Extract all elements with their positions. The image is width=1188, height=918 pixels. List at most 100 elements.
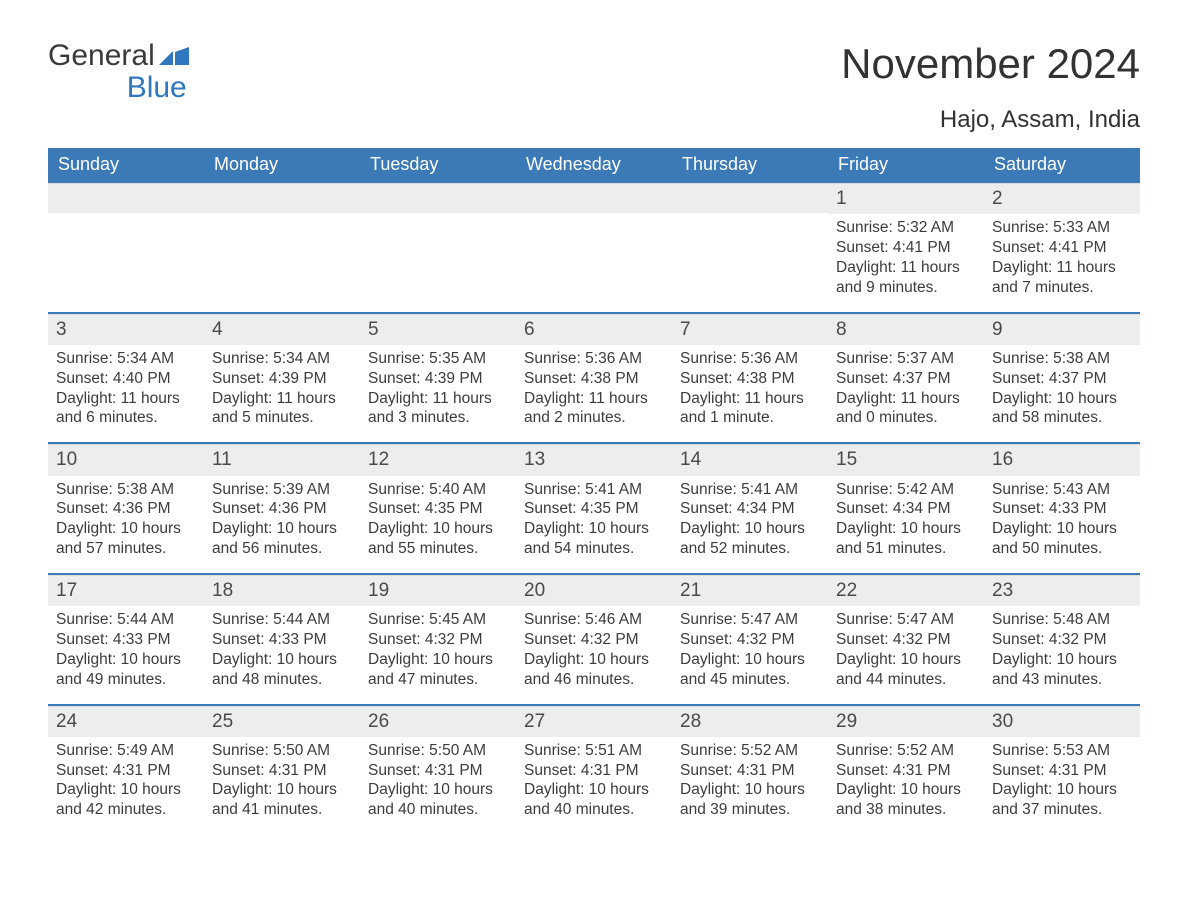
day-body: Sunrise: 5:50 AMSunset: 4:31 PMDaylight:… xyxy=(360,737,516,834)
day-cell: 9Sunrise: 5:38 AMSunset: 4:37 PMDaylight… xyxy=(984,314,1140,443)
daylight1-text: Daylight: 10 hours xyxy=(524,519,664,539)
logo-top-line: General xyxy=(48,40,189,72)
sunset-text: Sunset: 4:31 PM xyxy=(992,761,1132,781)
daylight1-text: Daylight: 10 hours xyxy=(368,519,508,539)
title-block: November 2024 Hajo, Assam, India xyxy=(841,40,1140,144)
day-number: 29 xyxy=(828,706,984,737)
sunset-text: Sunset: 4:36 PM xyxy=(212,499,352,519)
empty-day-bar xyxy=(672,183,828,213)
day-cell: 21Sunrise: 5:47 AMSunset: 4:32 PMDayligh… xyxy=(672,575,828,704)
weekday-header: Tuesday xyxy=(360,148,516,183)
daylight2-text: and 39 minutes. xyxy=(680,800,820,820)
day-body: Sunrise: 5:39 AMSunset: 4:36 PMDaylight:… xyxy=(204,476,360,573)
sunset-text: Sunset: 4:35 PM xyxy=(368,499,508,519)
day-body: Sunrise: 5:44 AMSunset: 4:33 PMDaylight:… xyxy=(204,606,360,703)
empty-day-cell xyxy=(360,183,516,312)
sunrise-text: Sunrise: 5:33 AM xyxy=(992,218,1132,238)
logo-text-bottom: Blue xyxy=(127,72,187,104)
day-cell: 15Sunrise: 5:42 AMSunset: 4:34 PMDayligh… xyxy=(828,444,984,573)
daylight2-text: and 50 minutes. xyxy=(992,539,1132,559)
sunrise-text: Sunrise: 5:44 AM xyxy=(212,610,352,630)
day-body: Sunrise: 5:50 AMSunset: 4:31 PMDaylight:… xyxy=(204,737,360,834)
sunset-text: Sunset: 4:34 PM xyxy=(680,499,820,519)
day-body: Sunrise: 5:46 AMSunset: 4:32 PMDaylight:… xyxy=(516,606,672,703)
daylight2-text: and 55 minutes. xyxy=(368,539,508,559)
daylight1-text: Daylight: 10 hours xyxy=(680,780,820,800)
daylight2-text: and 58 minutes. xyxy=(992,408,1132,428)
day-body: Sunrise: 5:51 AMSunset: 4:31 PMDaylight:… xyxy=(516,737,672,834)
daylight2-text: and 37 minutes. xyxy=(992,800,1132,820)
day-cell: 19Sunrise: 5:45 AMSunset: 4:32 PMDayligh… xyxy=(360,575,516,704)
sunrise-text: Sunrise: 5:47 AM xyxy=(680,610,820,630)
sunrise-text: Sunrise: 5:41 AM xyxy=(524,480,664,500)
sunset-text: Sunset: 4:37 PM xyxy=(836,369,976,389)
day-body: Sunrise: 5:52 AMSunset: 4:31 PMDaylight:… xyxy=(672,737,828,834)
day-body: Sunrise: 5:34 AMSunset: 4:40 PMDaylight:… xyxy=(48,345,204,442)
sunrise-text: Sunrise: 5:45 AM xyxy=(368,610,508,630)
sunset-text: Sunset: 4:39 PM xyxy=(212,369,352,389)
daylight1-text: Daylight: 11 hours xyxy=(56,389,196,409)
weeks-container: 1Sunrise: 5:32 AMSunset: 4:41 PMDaylight… xyxy=(48,183,1140,834)
sunrise-text: Sunrise: 5:44 AM xyxy=(56,610,196,630)
day-cell: 17Sunrise: 5:44 AMSunset: 4:33 PMDayligh… xyxy=(48,575,204,704)
weekday-header: Saturday xyxy=(984,148,1140,183)
daylight1-text: Daylight: 10 hours xyxy=(56,780,196,800)
day-cell: 4Sunrise: 5:34 AMSunset: 4:39 PMDaylight… xyxy=(204,314,360,443)
daylight1-text: Daylight: 10 hours xyxy=(992,650,1132,670)
weekday-header: Thursday xyxy=(672,148,828,183)
day-number: 1 xyxy=(828,183,984,214)
day-body: Sunrise: 5:37 AMSunset: 4:37 PMDaylight:… xyxy=(828,345,984,442)
weekday-header: Friday xyxy=(828,148,984,183)
daylight2-text: and 56 minutes. xyxy=(212,539,352,559)
sunset-text: Sunset: 4:41 PM xyxy=(992,238,1132,258)
sunrise-text: Sunrise: 5:51 AM xyxy=(524,741,664,761)
day-cell: 22Sunrise: 5:47 AMSunset: 4:32 PMDayligh… xyxy=(828,575,984,704)
day-body: Sunrise: 5:49 AMSunset: 4:31 PMDaylight:… xyxy=(48,737,204,834)
daylight1-text: Daylight: 10 hours xyxy=(56,519,196,539)
day-body: Sunrise: 5:35 AMSunset: 4:39 PMDaylight:… xyxy=(360,345,516,442)
weekday-header: Monday xyxy=(204,148,360,183)
daylight1-text: Daylight: 10 hours xyxy=(368,650,508,670)
sunset-text: Sunset: 4:38 PM xyxy=(680,369,820,389)
week-row: 1Sunrise: 5:32 AMSunset: 4:41 PMDaylight… xyxy=(48,183,1140,312)
day-cell: 16Sunrise: 5:43 AMSunset: 4:33 PMDayligh… xyxy=(984,444,1140,573)
day-cell: 5Sunrise: 5:35 AMSunset: 4:39 PMDaylight… xyxy=(360,314,516,443)
day-number: 30 xyxy=(984,706,1140,737)
sunset-text: Sunset: 4:32 PM xyxy=(524,630,664,650)
daylight2-text: and 42 minutes. xyxy=(56,800,196,820)
sunrise-text: Sunrise: 5:41 AM xyxy=(680,480,820,500)
day-body: Sunrise: 5:47 AMSunset: 4:32 PMDaylight:… xyxy=(828,606,984,703)
daylight2-text: and 7 minutes. xyxy=(992,278,1132,298)
day-cell: 8Sunrise: 5:37 AMSunset: 4:37 PMDaylight… xyxy=(828,314,984,443)
day-body: Sunrise: 5:47 AMSunset: 4:32 PMDaylight:… xyxy=(672,606,828,703)
day-number: 21 xyxy=(672,575,828,606)
empty-day-cell xyxy=(516,183,672,312)
day-cell: 27Sunrise: 5:51 AMSunset: 4:31 PMDayligh… xyxy=(516,706,672,835)
day-number: 16 xyxy=(984,444,1140,475)
day-body: Sunrise: 5:36 AMSunset: 4:38 PMDaylight:… xyxy=(516,345,672,442)
daylight2-text: and 45 minutes. xyxy=(680,670,820,690)
day-number: 17 xyxy=(48,575,204,606)
sunrise-text: Sunrise: 5:50 AM xyxy=(212,741,352,761)
day-cell: 7Sunrise: 5:36 AMSunset: 4:38 PMDaylight… xyxy=(672,314,828,443)
day-number: 28 xyxy=(672,706,828,737)
sunrise-text: Sunrise: 5:53 AM xyxy=(992,741,1132,761)
logo-text-top: General xyxy=(48,40,155,72)
sunset-text: Sunset: 4:32 PM xyxy=(836,630,976,650)
week-row: 24Sunrise: 5:49 AMSunset: 4:31 PMDayligh… xyxy=(48,704,1140,835)
daylight2-text: and 41 minutes. xyxy=(212,800,352,820)
day-number: 3 xyxy=(48,314,204,345)
day-number: 26 xyxy=(360,706,516,737)
daylight2-text: and 2 minutes. xyxy=(524,408,664,428)
sunset-text: Sunset: 4:39 PM xyxy=(368,369,508,389)
day-number: 13 xyxy=(516,444,672,475)
sunrise-text: Sunrise: 5:40 AM xyxy=(368,480,508,500)
daylight2-text: and 54 minutes. xyxy=(524,539,664,559)
weekday-header-row: SundayMondayTuesdayWednesdayThursdayFrid… xyxy=(48,148,1140,183)
daylight1-text: Daylight: 10 hours xyxy=(836,650,976,670)
daylight1-text: Daylight: 11 hours xyxy=(992,258,1132,278)
day-cell: 23Sunrise: 5:48 AMSunset: 4:32 PMDayligh… xyxy=(984,575,1140,704)
day-body: Sunrise: 5:38 AMSunset: 4:37 PMDaylight:… xyxy=(984,345,1140,442)
sunset-text: Sunset: 4:32 PM xyxy=(680,630,820,650)
day-body: Sunrise: 5:42 AMSunset: 4:34 PMDaylight:… xyxy=(828,476,984,573)
